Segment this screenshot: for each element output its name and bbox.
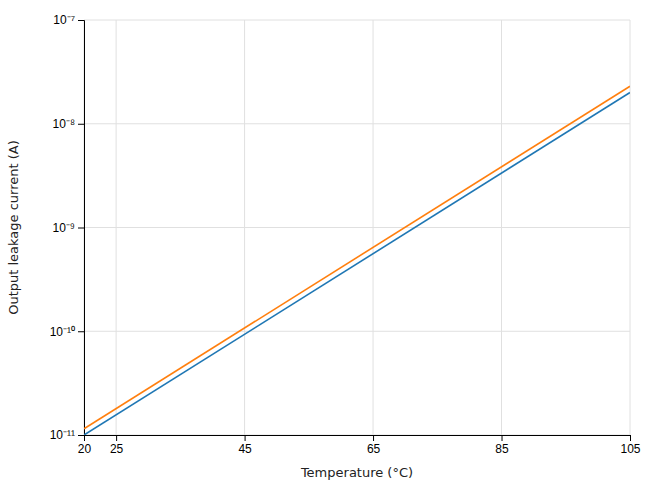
y-tick-label: 10⁻⁸ [53,117,75,131]
x-tick-label: 25 [110,442,124,456]
series-line [84,93,630,435]
y-tick-mark [78,435,84,436]
x-tick: 25 [110,435,124,456]
x-tick-label: 105 [620,442,640,456]
y-tick-mark [78,124,84,125]
x-tick: 65 [367,435,381,456]
y-tick-mark [78,228,84,229]
grid-line-y [84,20,630,21]
lines [84,86,630,435]
x-tick-mark [245,435,246,441]
y-tick: 10⁻⁷ [53,13,84,27]
y-tick-mark [78,20,84,21]
x-tick-label: 45 [238,442,252,456]
x-tick-mark [373,435,374,441]
grid [84,20,630,435]
x-axis-title: Temperature (°C) [300,465,413,480]
grid-line-y [84,227,630,228]
x-tick-mark [502,435,503,441]
x-axis: 20 25 45 65 85 105 [78,435,641,456]
x-tick-label: 20 [78,442,92,456]
y-axis-line [78,21,85,436]
y-tick-label: 10⁻¹¹ [50,428,75,442]
grid-line-y [84,123,630,124]
y-tick-label: 10⁻¹⁰ [50,325,75,339]
x-tick-mark [116,435,117,441]
x-axis-line [85,436,631,442]
x-tick-label: 65 [367,442,381,456]
x-tick-label: 85 [495,442,509,456]
x-tick-mark [630,435,631,441]
y-tick-label: 10⁻⁷ [53,13,75,27]
y-axis-title: Output leakage current (A) [6,140,21,315]
chart: 20 25 45 65 85 105 10⁻¹¹ 10⁻¹⁰ 10⁻⁹ 10⁻⁸ 10⁻⁷ Tempe… [0,0,654,491]
y-tick: 10⁻⁸ [53,117,84,131]
y-tick: 10⁻¹⁰ [50,325,84,339]
x-tick: 20 [78,435,92,456]
x-tick: 105 [620,435,640,456]
y-tick-label: 10⁻⁹ [53,221,76,235]
y-tick-mark [78,331,84,332]
y-tick: 10⁻⁹ [53,221,85,235]
x-tick: 85 [495,435,509,456]
plot: 20 25 45 65 85 105 10⁻¹¹ 10⁻¹⁰ 10⁻⁹ 10⁻⁸ 10⁻⁷ [50,13,641,455]
y-tick: 10⁻¹¹ [50,428,84,442]
x-tick: 45 [238,435,252,456]
series-line [84,86,630,428]
y-axis: 10⁻¹¹ 10⁻¹⁰ 10⁻⁹ 10⁻⁸ 10⁻⁷ [50,13,85,442]
grid-line-y [84,331,630,332]
